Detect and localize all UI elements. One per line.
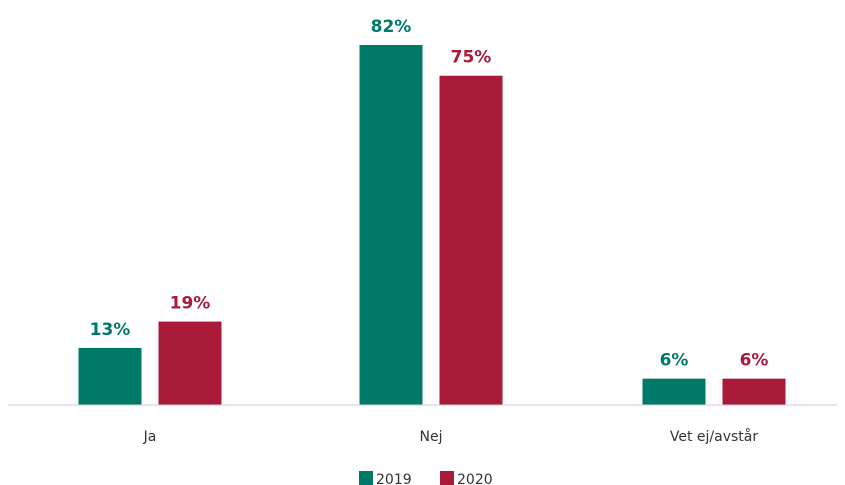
data-label-nej-2019: 82% <box>371 17 412 37</box>
data-label-ja-2020: 19% <box>170 294 211 314</box>
bar-nej-2019 <box>359 45 423 405</box>
x-tick-label-vet-ej-avst-r: Vet ej/avstår <box>670 428 758 445</box>
legend: 2019 2020 <box>359 471 493 485</box>
bar-ja-2019 <box>78 347 142 405</box>
legend-label-2020: 2020 <box>457 472 493 485</box>
bar-vet-ej-avst-r-2020 <box>722 378 786 405</box>
x-axis-ticks: Ja Nej Vet ej/avstår <box>143 428 759 445</box>
legend-swatch-2019 <box>359 471 373 485</box>
legend-label-2019: 2019 <box>376 472 412 485</box>
bars-group: 13% 19% 82% 75% 6% 6% <box>78 17 786 406</box>
bar-vet-ej-avst-r-2019 <box>642 378 706 405</box>
data-label-ja-2019: 13% <box>90 320 131 340</box>
legend-swatch-2020 <box>440 471 454 485</box>
bar-nej-2020 <box>439 75 503 406</box>
data-label-vet-ej-avst-r-2019: 6% <box>660 351 689 371</box>
x-tick-label-ja: Ja <box>143 429 157 445</box>
data-label-nej-2020: 75% <box>451 48 492 68</box>
data-label-vet-ej-avst-r-2020: 6% <box>740 351 769 371</box>
bar-ja-2020 <box>158 321 222 405</box>
x-tick-label-nej: Nej <box>420 429 443 445</box>
